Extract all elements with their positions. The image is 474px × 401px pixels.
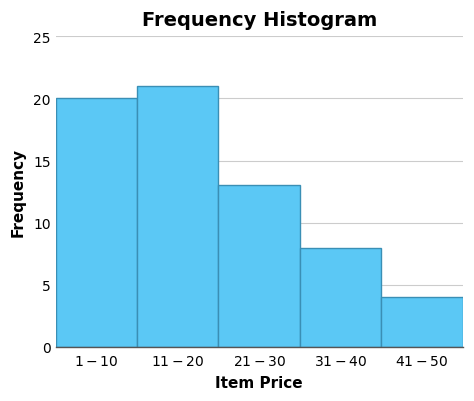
Bar — [137, 87, 219, 347]
X-axis label: Item Price: Item Price — [215, 375, 303, 390]
Title: Frequency Histogram: Frequency Histogram — [142, 11, 377, 30]
Bar — [219, 186, 300, 347]
Y-axis label: Frequency: Frequency — [11, 148, 26, 237]
Bar — [55, 99, 137, 347]
Bar — [382, 298, 463, 347]
Bar — [300, 248, 382, 347]
